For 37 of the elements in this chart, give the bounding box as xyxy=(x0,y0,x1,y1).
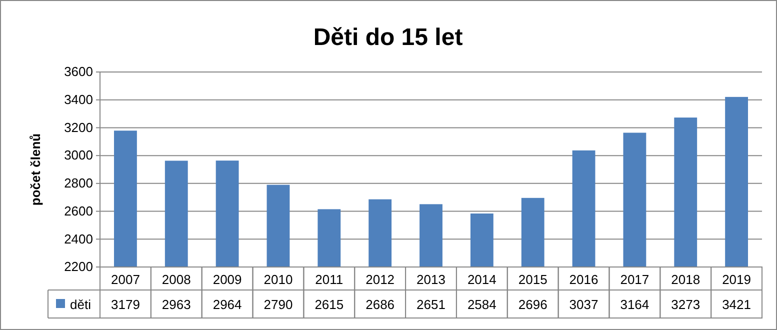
x-tick-label: 2007 xyxy=(111,272,140,287)
y-tick-label: 2200 xyxy=(64,259,93,274)
y-tick-label: 3600 xyxy=(64,64,93,80)
data-label: 2615 xyxy=(314,297,344,312)
x-tick-label: 2009 xyxy=(212,272,242,287)
data-label: 3179 xyxy=(111,297,140,312)
x-tick-label: 2016 xyxy=(569,272,598,287)
data-label: 3037 xyxy=(569,297,598,312)
data-label: 2790 xyxy=(264,297,293,312)
data-label: 2696 xyxy=(518,297,548,312)
data-label: 2963 xyxy=(162,297,191,312)
chart-title: Děti do 15 let xyxy=(313,24,463,51)
data-label: 3421 xyxy=(722,297,751,312)
data-label: 3273 xyxy=(671,297,700,312)
y-tick-label: 2600 xyxy=(64,203,93,218)
x-tick-label: 2018 xyxy=(671,272,700,287)
x-tick-label: 2015 xyxy=(518,272,548,287)
data-label: 2964 xyxy=(212,297,242,312)
y-tick-label: 3000 xyxy=(64,148,93,163)
y-axis-title: počet členů xyxy=(28,133,43,206)
data-label: 2651 xyxy=(416,297,446,312)
y-tick-label: 3200 xyxy=(64,120,93,135)
x-tick-label: 2010 xyxy=(264,272,293,287)
x-tick-label: 2011 xyxy=(315,272,344,287)
legend-label: děti xyxy=(70,297,92,312)
x-tick-label: 2013 xyxy=(416,272,446,287)
x-tick-label: 2012 xyxy=(366,272,395,287)
y-tick-label: 3400 xyxy=(64,92,93,108)
data-label: 2686 xyxy=(366,297,395,312)
x-tick-label: 2019 xyxy=(722,272,751,287)
y-tick-label: 2800 xyxy=(64,176,93,191)
data-label: 2584 xyxy=(467,297,496,312)
x-tick-label: 2017 xyxy=(620,272,650,287)
x-tick-label: 2008 xyxy=(162,272,191,287)
x-tick-label: 2014 xyxy=(467,272,496,287)
y-tick-label: 2400 xyxy=(64,231,93,246)
data-label: 3164 xyxy=(620,297,650,312)
